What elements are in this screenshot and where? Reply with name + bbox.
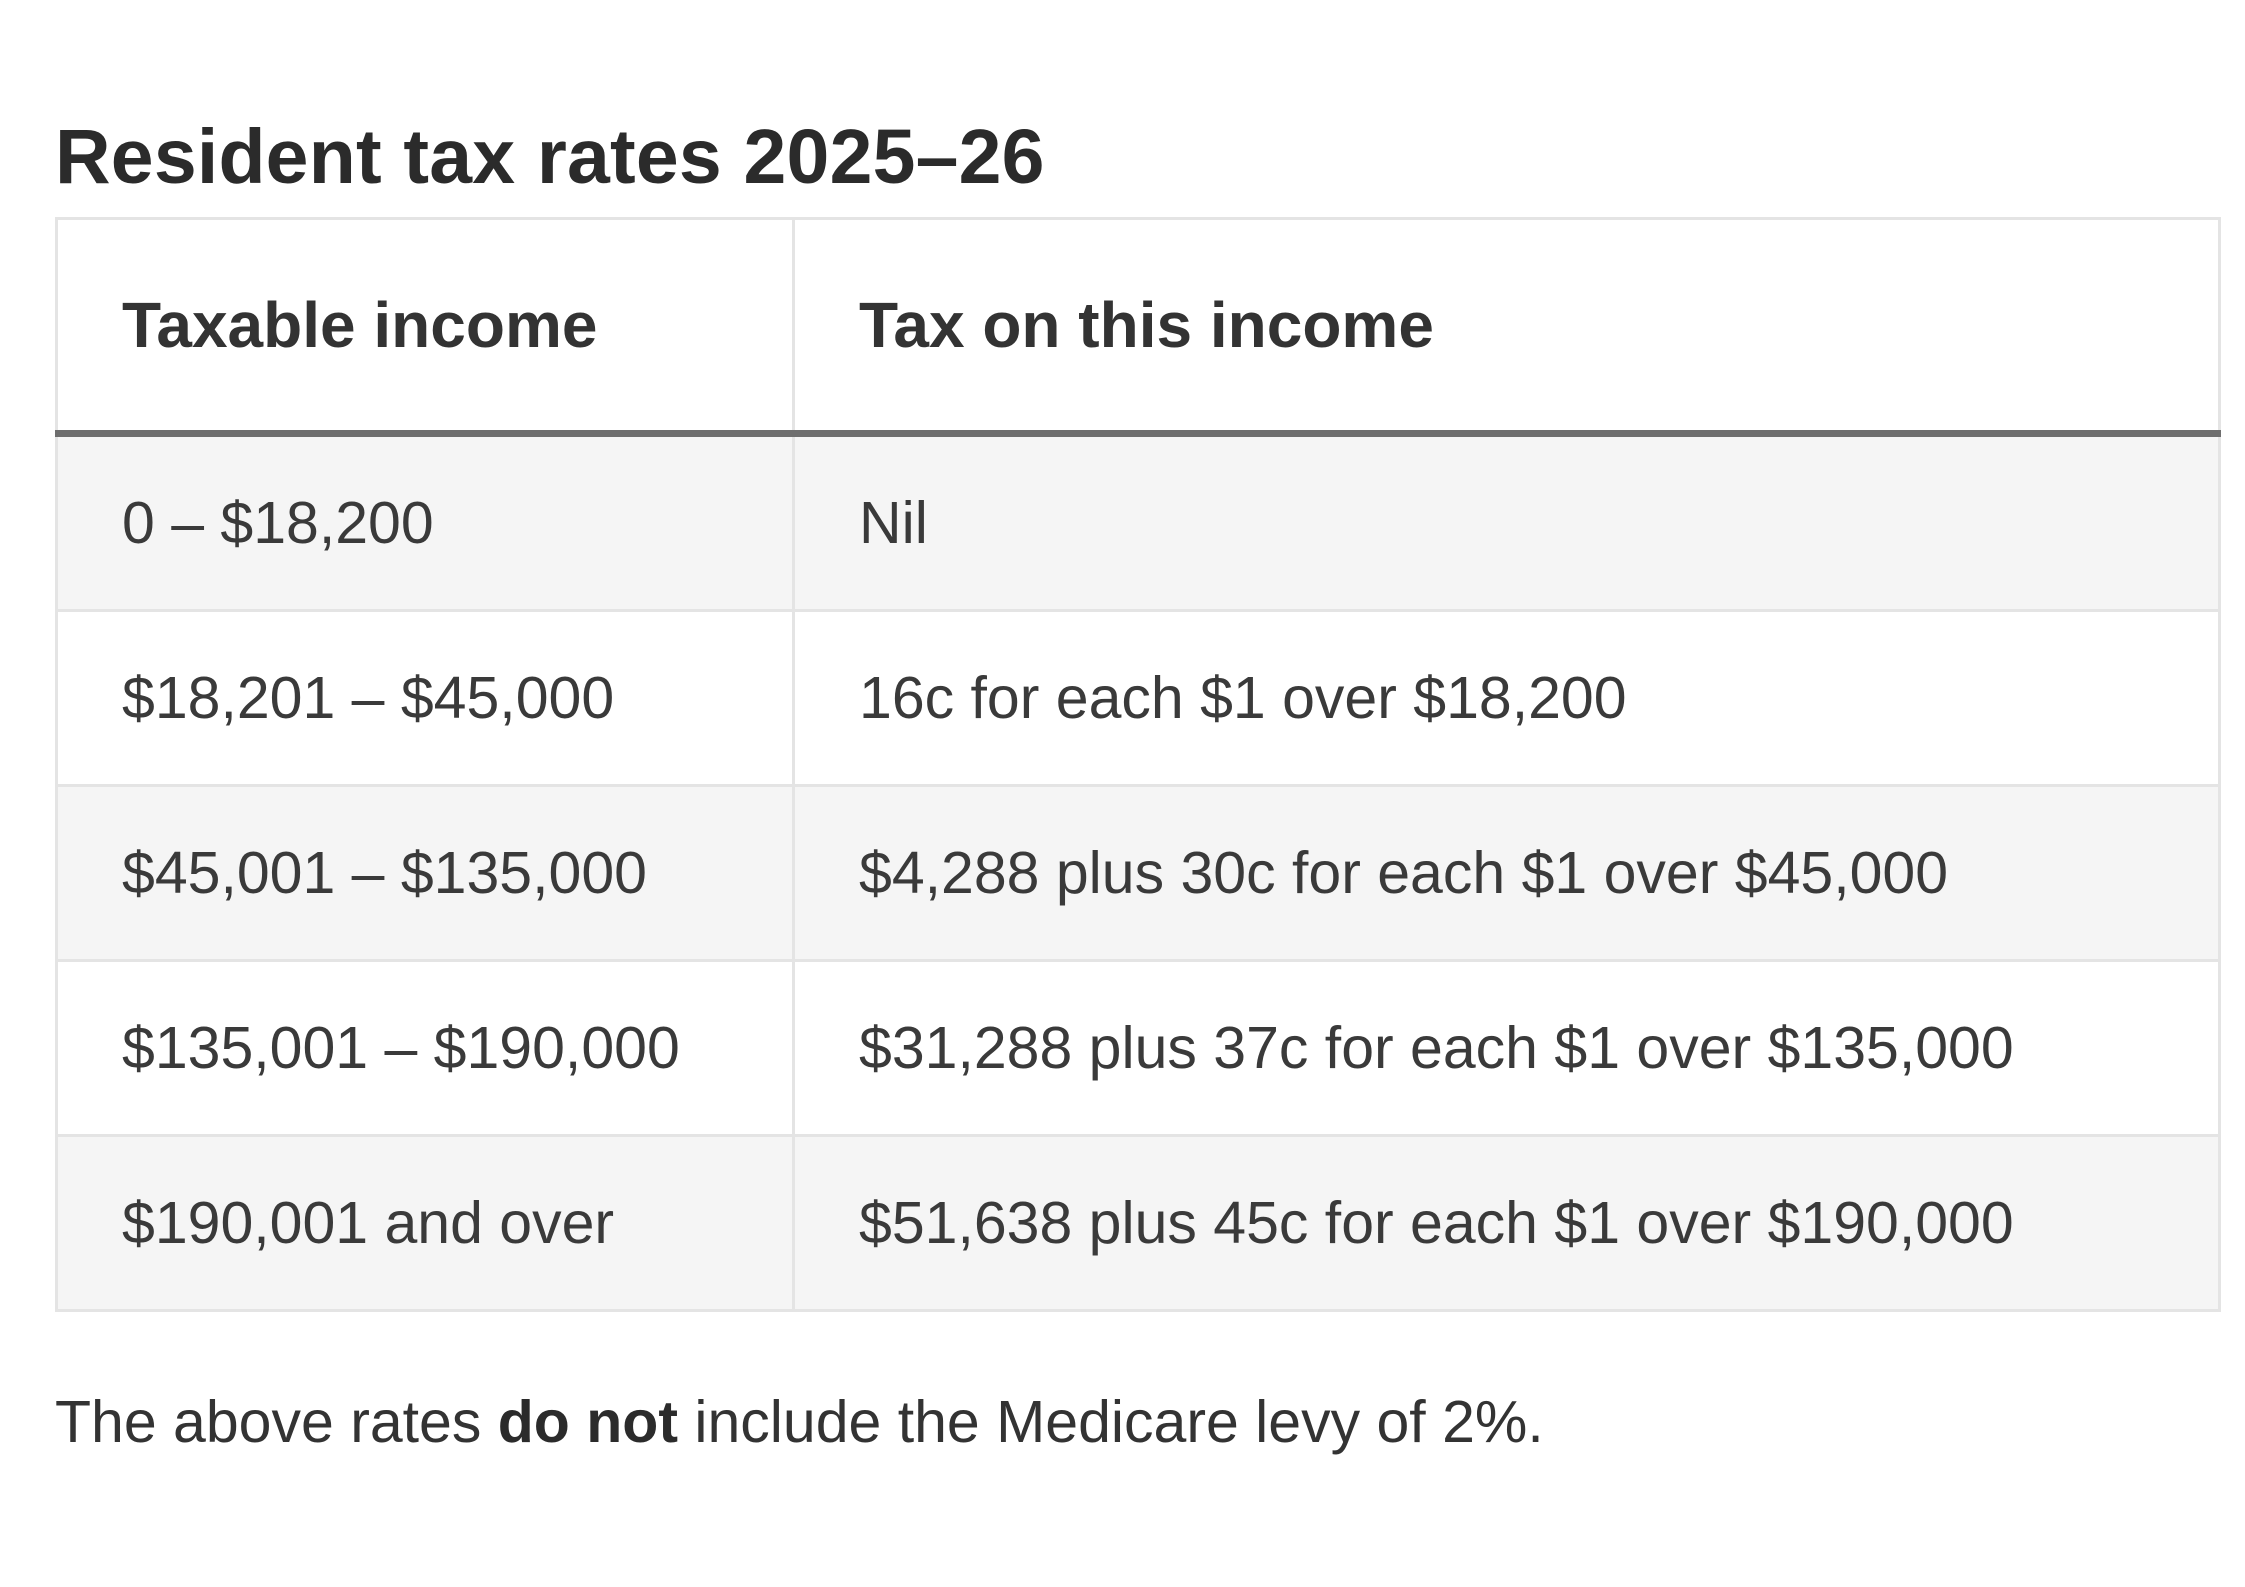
note-text-prefix: The above rates <box>55 1389 498 1455</box>
income-range-cell: $18,201 – $45,000 <box>55 609 795 786</box>
income-range-cell: $190,001 and over <box>55 1134 795 1311</box>
medicare-levy-note: The above rates do not include the Medic… <box>55 1382 2218 1462</box>
tax-rates-section: Resident tax rates 2025–26 Taxable incom… <box>55 105 2221 1462</box>
tax-amount-cell: $31,288 plus 37c for each $1 over $135,0… <box>792 959 2221 1136</box>
table-header-row: Taxable income Tax on this income <box>55 218 2221 437</box>
table-row: $18,201 – $45,000 16c for each $1 over $… <box>55 609 2221 786</box>
column-header-tax-on-income: Tax on this income <box>792 218 2221 437</box>
tax-rates-table: Taxable income Tax on this income 0 – $1… <box>55 217 2221 1312</box>
table-row: $45,001 – $135,000 $4,288 plus 30c for e… <box>55 784 2221 961</box>
income-range-cell: 0 – $18,200 <box>55 432 795 611</box>
note-text-suffix: include the Medicare levy of 2%. <box>677 1389 1544 1455</box>
note-emphasis: do not <box>497 1389 678 1455</box>
table-row: $135,001 – $190,000 $31,288 plus 37c for… <box>55 959 2221 1136</box>
tax-amount-cell: $51,638 plus 45c for each $1 over $190,0… <box>792 1134 2221 1311</box>
tax-amount-cell: 16c for each $1 over $18,200 <box>792 609 2221 786</box>
income-range-cell: $45,001 – $135,000 <box>55 784 795 961</box>
table-row: 0 – $18,200 Nil <box>55 432 2221 611</box>
table-row: $190,001 and over $51,638 plus 45c for e… <box>55 1134 2221 1311</box>
page-title: Resident tax rates 2025–26 <box>55 114 1045 200</box>
column-header-taxable-income: Taxable income <box>55 218 795 437</box>
tax-amount-cell: Nil <box>792 432 2221 611</box>
tax-amount-cell: $4,288 plus 30c for each $1 over $45,000 <box>792 784 2221 961</box>
income-range-cell: $135,001 – $190,000 <box>55 959 795 1136</box>
